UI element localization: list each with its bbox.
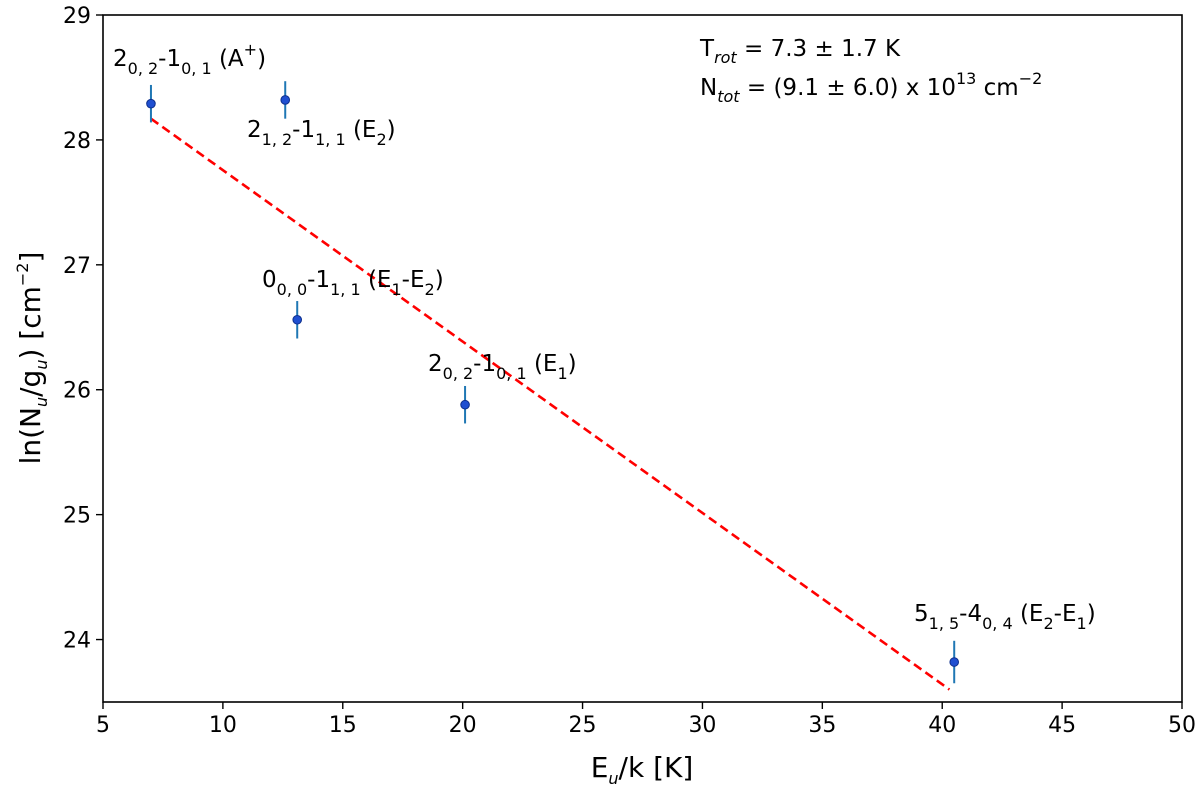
y-tick-label: 27 <box>63 254 91 279</box>
x-tick-label: 10 <box>209 713 237 738</box>
x-tick-label: 5 <box>96 713 110 738</box>
x-tick-label: 25 <box>569 713 597 738</box>
x-axis-title: Eu/k [K] <box>591 751 694 788</box>
x-tick-label: 15 <box>329 713 357 738</box>
x-axis-ticks: 5 10 15 20 25 30 35 40 45 50 <box>96 702 1196 738</box>
fit-line-group <box>150 117 951 691</box>
data-point <box>292 314 303 325</box>
point-label-4: 20, 2-10, 1 (E1) <box>428 351 577 383</box>
plot-area-frame <box>102 14 1183 703</box>
data-point <box>280 95 291 105</box>
point-label-3: 00, 0-11, 1 (E1-E2) <box>262 267 444 299</box>
trot-annotation: Trot = 7.3 ± 1.7 K <box>699 36 901 67</box>
x-tick-label: 40 <box>928 713 956 738</box>
y-tick-label: 26 <box>63 379 91 404</box>
y-tick-label: 25 <box>63 504 91 529</box>
fit-line <box>150 117 951 691</box>
x-tick-label: 50 <box>1168 713 1196 738</box>
x-tick-label: 30 <box>688 713 716 738</box>
data-point <box>949 657 960 667</box>
x-tick-label: 45 <box>1048 713 1076 738</box>
x-tick-label: 20 <box>449 713 477 738</box>
y-axis-title: ln(Nu/gu) [cm−2] <box>13 252 51 465</box>
data-point <box>460 399 470 410</box>
y-tick-label: 28 <box>63 129 91 154</box>
data-points-group <box>146 81 960 684</box>
data-point <box>146 98 156 109</box>
point-label-1: 20, 2-10, 1 (A+) <box>113 40 266 78</box>
y-axis-ticks: 24 25 26 27 28 29 <box>63 4 103 654</box>
point-label-2: 21, 2-11, 1 (E2) <box>247 117 396 149</box>
x-tick-label: 35 <box>808 713 836 738</box>
y-tick-label: 29 <box>63 4 91 29</box>
point-label-5: 51, 5-40, 4 (E2-E1) <box>914 601 1096 633</box>
ntot-annotation: Ntot = (9.1 ± 6.0) x 1013 cm−2 <box>700 69 1042 106</box>
y-tick-label: 24 <box>63 629 91 654</box>
